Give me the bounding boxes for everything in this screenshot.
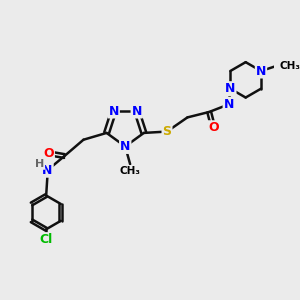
Text: N: N (224, 98, 234, 111)
Text: Cl: Cl (40, 233, 53, 246)
Text: N: N (225, 82, 236, 95)
Text: N: N (42, 164, 53, 177)
Text: N: N (132, 104, 142, 118)
Text: O: O (208, 121, 219, 134)
Text: CH₃: CH₃ (120, 166, 141, 176)
Text: S: S (163, 125, 172, 138)
Text: N: N (109, 104, 119, 118)
Text: N: N (256, 64, 266, 77)
Text: O: O (43, 147, 54, 160)
Text: CH₃: CH₃ (279, 61, 300, 71)
Text: H: H (35, 159, 44, 169)
Text: N: N (120, 140, 130, 153)
